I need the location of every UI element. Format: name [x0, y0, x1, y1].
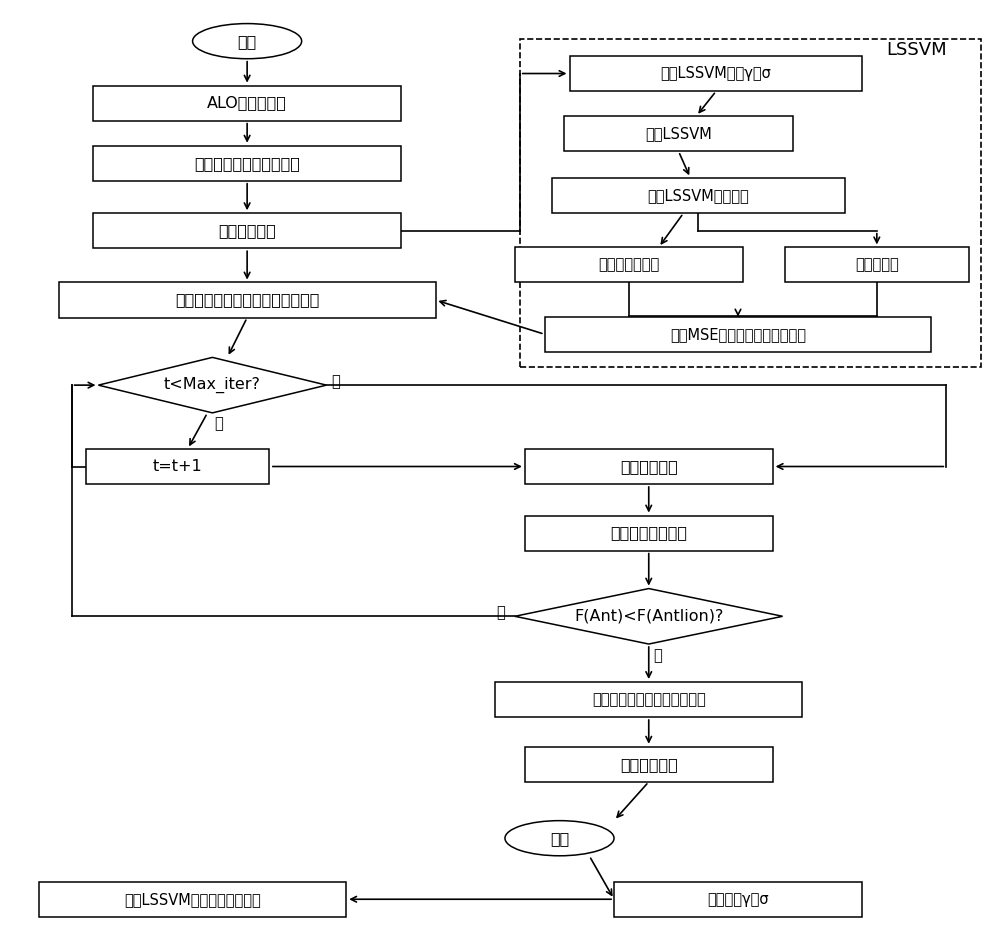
Text: 计算蚁群适应度值: 计算蚁群适应度值: [610, 525, 687, 540]
FancyBboxPatch shape: [86, 449, 269, 484]
FancyBboxPatch shape: [93, 146, 401, 181]
Text: 训练LSSVM: 训练LSSVM: [645, 126, 712, 141]
Polygon shape: [98, 357, 326, 413]
FancyBboxPatch shape: [614, 882, 862, 917]
Text: 是: 是: [654, 648, 662, 663]
Text: 初始蚁群、蚁狮群的位置: 初始蚁群、蚁狮群的位置: [194, 156, 300, 171]
Text: ALO参数初始化: ALO参数初始化: [207, 95, 287, 111]
Text: 建立LSSVM预测模型，并预测: 建立LSSVM预测模型，并预测: [124, 892, 261, 907]
Ellipse shape: [505, 821, 614, 856]
Text: 建立LSSVM预测模型: 建立LSSVM预测模型: [647, 188, 749, 203]
FancyBboxPatch shape: [545, 316, 931, 352]
Text: 更新蚁狮位置: 更新蚁狮位置: [620, 757, 678, 772]
Text: 获得LSSVM参数γ、σ: 获得LSSVM参数γ、σ: [661, 66, 772, 81]
Text: 计算MSE，并得到适应度值函数: 计算MSE，并得到适应度值函数: [670, 327, 806, 341]
Text: 更新蚁群位置: 更新蚁群位置: [620, 459, 678, 474]
FancyBboxPatch shape: [525, 516, 773, 550]
FancyBboxPatch shape: [495, 682, 802, 717]
FancyBboxPatch shape: [564, 116, 793, 151]
Text: 获得预测值序列: 获得预测值序列: [598, 258, 660, 272]
FancyBboxPatch shape: [525, 746, 773, 782]
FancyBboxPatch shape: [93, 213, 401, 248]
Bar: [520, 39, 981, 367]
Text: 开始: 开始: [238, 34, 257, 49]
Text: 结束: 结束: [550, 830, 569, 845]
FancyBboxPatch shape: [39, 882, 346, 917]
Text: LSSVM: LSSVM: [886, 41, 947, 60]
Text: 得到最优γ、σ: 得到最优γ、σ: [707, 892, 769, 907]
Text: F(Ant)<F(Antlion)?: F(Ant)<F(Antlion)?: [574, 609, 723, 624]
Ellipse shape: [193, 23, 302, 59]
Text: 否: 否: [496, 606, 505, 620]
FancyBboxPatch shape: [93, 86, 401, 120]
Polygon shape: [515, 589, 783, 644]
Text: t<Max_iter?: t<Max_iter?: [164, 377, 261, 393]
Text: 存在好的蚂蚁，蚁狮捕捉蚂蚁: 存在好的蚂蚁，蚁狮捕捉蚂蚁: [592, 692, 706, 707]
Text: 获得具有最小适应度值的精英蚁狮: 获得具有最小适应度值的精英蚁狮: [175, 293, 319, 308]
FancyBboxPatch shape: [525, 449, 773, 484]
Text: 实际值序列: 实际值序列: [855, 258, 899, 272]
Text: 是: 是: [214, 416, 223, 431]
Text: t=t+1: t=t+1: [153, 459, 203, 474]
FancyBboxPatch shape: [570, 56, 862, 91]
Text: 获得蚁狮位置: 获得蚁狮位置: [218, 223, 276, 238]
Text: 否: 否: [331, 374, 340, 389]
FancyBboxPatch shape: [785, 247, 969, 283]
FancyBboxPatch shape: [59, 283, 436, 317]
FancyBboxPatch shape: [515, 247, 743, 283]
FancyBboxPatch shape: [552, 178, 845, 213]
